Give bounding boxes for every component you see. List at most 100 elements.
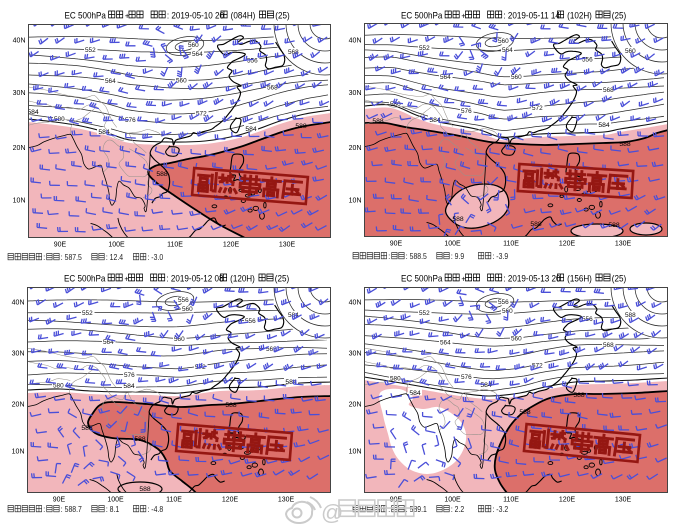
svg-text::: : [388, 504, 390, 514]
svg-text::: : [43, 252, 45, 262]
svg-text:: -3.0: : -3.0 [147, 252, 163, 262]
svg-text:10N: 10N [13, 198, 26, 205]
svg-text:572: 572 [532, 105, 543, 112]
svg-text:588: 588 [530, 221, 542, 228]
svg-text:588: 588 [134, 436, 146, 443]
svg-text:100E: 100E [107, 497, 124, 504]
svg-text:: 2.2: : 2.2 [451, 504, 464, 514]
svg-text:40N: 40N [12, 300, 25, 307]
svg-text:: 8.1: : 8.1 [106, 504, 119, 514]
svg-text:120E: 120E [222, 497, 239, 504]
svg-text:: 589.1: : 589.1 [406, 504, 427, 514]
svg-text:556: 556 [245, 318, 256, 325]
svg-text:40N: 40N [13, 38, 26, 45]
svg-text:100E: 100E [108, 242, 125, 249]
svg-text:584: 584 [27, 109, 39, 116]
svg-text:30N: 30N [349, 351, 362, 358]
svg-text:560: 560 [511, 336, 522, 343]
svg-text:588: 588 [452, 216, 464, 223]
svg-text:576: 576 [461, 108, 472, 115]
svg-text:110E: 110E [166, 497, 182, 504]
svg-text:560: 560 [511, 74, 522, 81]
svg-text:552: 552 [85, 47, 96, 54]
svg-text:576: 576 [461, 374, 472, 381]
svg-text:EC 500hPa: EC 500hPa [64, 273, 106, 284]
svg-text:556: 556 [498, 299, 509, 306]
svg-text:: 2019-05-12 08: : 2019-05-12 08 [166, 273, 223, 284]
svg-text:: 2019-05-10 20: : 2019-05-10 20 [167, 10, 224, 21]
svg-text:588: 588 [156, 171, 168, 178]
svg-text:: -4.8: : -4.8 [147, 504, 163, 514]
svg-text:120E: 120E [559, 241, 576, 248]
svg-text:564: 564 [502, 47, 513, 54]
svg-text:560: 560 [498, 38, 509, 45]
svg-text:@: @ [321, 500, 343, 525]
svg-text:90E: 90E [390, 241, 403, 248]
svg-text:20N: 20N [349, 145, 362, 152]
svg-text:20N: 20N [349, 402, 362, 409]
svg-text:EC 500hPa: EC 500hPa [65, 10, 107, 21]
svg-text:588: 588 [139, 486, 151, 493]
svg-text:576: 576 [125, 117, 136, 124]
svg-text:110E: 110E [167, 242, 183, 249]
svg-text:588: 588 [573, 392, 585, 399]
svg-text:564: 564 [440, 340, 451, 347]
svg-text:: 587.5: : 587.5 [61, 252, 82, 262]
svg-text::: : [43, 504, 45, 514]
svg-text:588: 588 [608, 222, 620, 229]
svg-text:584: 584 [245, 126, 257, 133]
svg-text:: 588.5: : 588.5 [406, 251, 427, 261]
svg-text:10N: 10N [349, 198, 362, 205]
svg-text:(25): (25) [612, 273, 627, 284]
svg-text:556: 556 [582, 56, 593, 63]
svg-text:556: 556 [178, 297, 189, 304]
svg-text:564: 564 [105, 78, 116, 85]
svg-text:(102H): (102H) [567, 10, 592, 21]
svg-text:(25): (25) [275, 10, 290, 21]
svg-text:120E: 120E [559, 497, 576, 504]
svg-text:: 12.4: : 12.4 [106, 252, 123, 262]
svg-text::: : [388, 251, 390, 261]
svg-text:560: 560 [182, 306, 193, 313]
svg-text:552: 552 [82, 310, 93, 317]
svg-text:: 2019-05-11 14: : 2019-05-11 14 [503, 10, 560, 21]
svg-text:100E: 100E [444, 241, 461, 248]
svg-text:576: 576 [124, 372, 135, 379]
svg-text:560: 560 [188, 42, 199, 49]
svg-text:20N: 20N [12, 402, 25, 409]
svg-text:: 2019-05-13 20: : 2019-05-13 20 [503, 273, 560, 284]
svg-text:10N: 10N [349, 449, 362, 456]
svg-text:130E: 130E [615, 497, 632, 504]
svg-text:560: 560 [176, 78, 187, 85]
svg-text:EC 500hPa: EC 500hPa [401, 273, 443, 284]
svg-text:30N: 30N [12, 351, 25, 358]
svg-text:584: 584 [288, 312, 299, 319]
svg-text:130E: 130E [279, 242, 296, 249]
svg-text:568: 568 [603, 87, 614, 94]
svg-text:588: 588 [372, 118, 384, 125]
svg-text:10N: 10N [12, 449, 25, 456]
svg-text:(25): (25) [612, 10, 627, 21]
svg-text:588: 588 [225, 402, 237, 409]
svg-text:: 588.7: : 588.7 [61, 504, 82, 514]
svg-text:588: 588 [81, 425, 93, 432]
svg-text:568: 568 [267, 84, 278, 91]
svg-text:: 9.9: : 9.9 [451, 251, 464, 261]
svg-text:130E: 130E [615, 241, 632, 248]
svg-text:40N: 40N [349, 300, 362, 307]
svg-text:568: 568 [603, 342, 614, 349]
svg-text:30N: 30N [13, 90, 26, 97]
svg-text:40N: 40N [349, 38, 362, 45]
svg-text:: -3.2: : -3.2 [492, 504, 508, 514]
svg-text:588: 588 [619, 141, 631, 148]
svg-text:100E: 100E [444, 497, 461, 504]
svg-text:: -3.9: : -3.9 [492, 251, 508, 261]
svg-text:552: 552 [419, 310, 430, 317]
svg-text:(156H): (156H) [567, 273, 592, 284]
svg-text:(120H): (120H) [230, 273, 255, 284]
svg-text:90E: 90E [53, 497, 66, 504]
svg-text:588: 588 [295, 123, 307, 130]
svg-text:552: 552 [419, 45, 430, 52]
svg-text:130E: 130E [278, 497, 295, 504]
svg-text:(25): (25) [275, 273, 290, 284]
